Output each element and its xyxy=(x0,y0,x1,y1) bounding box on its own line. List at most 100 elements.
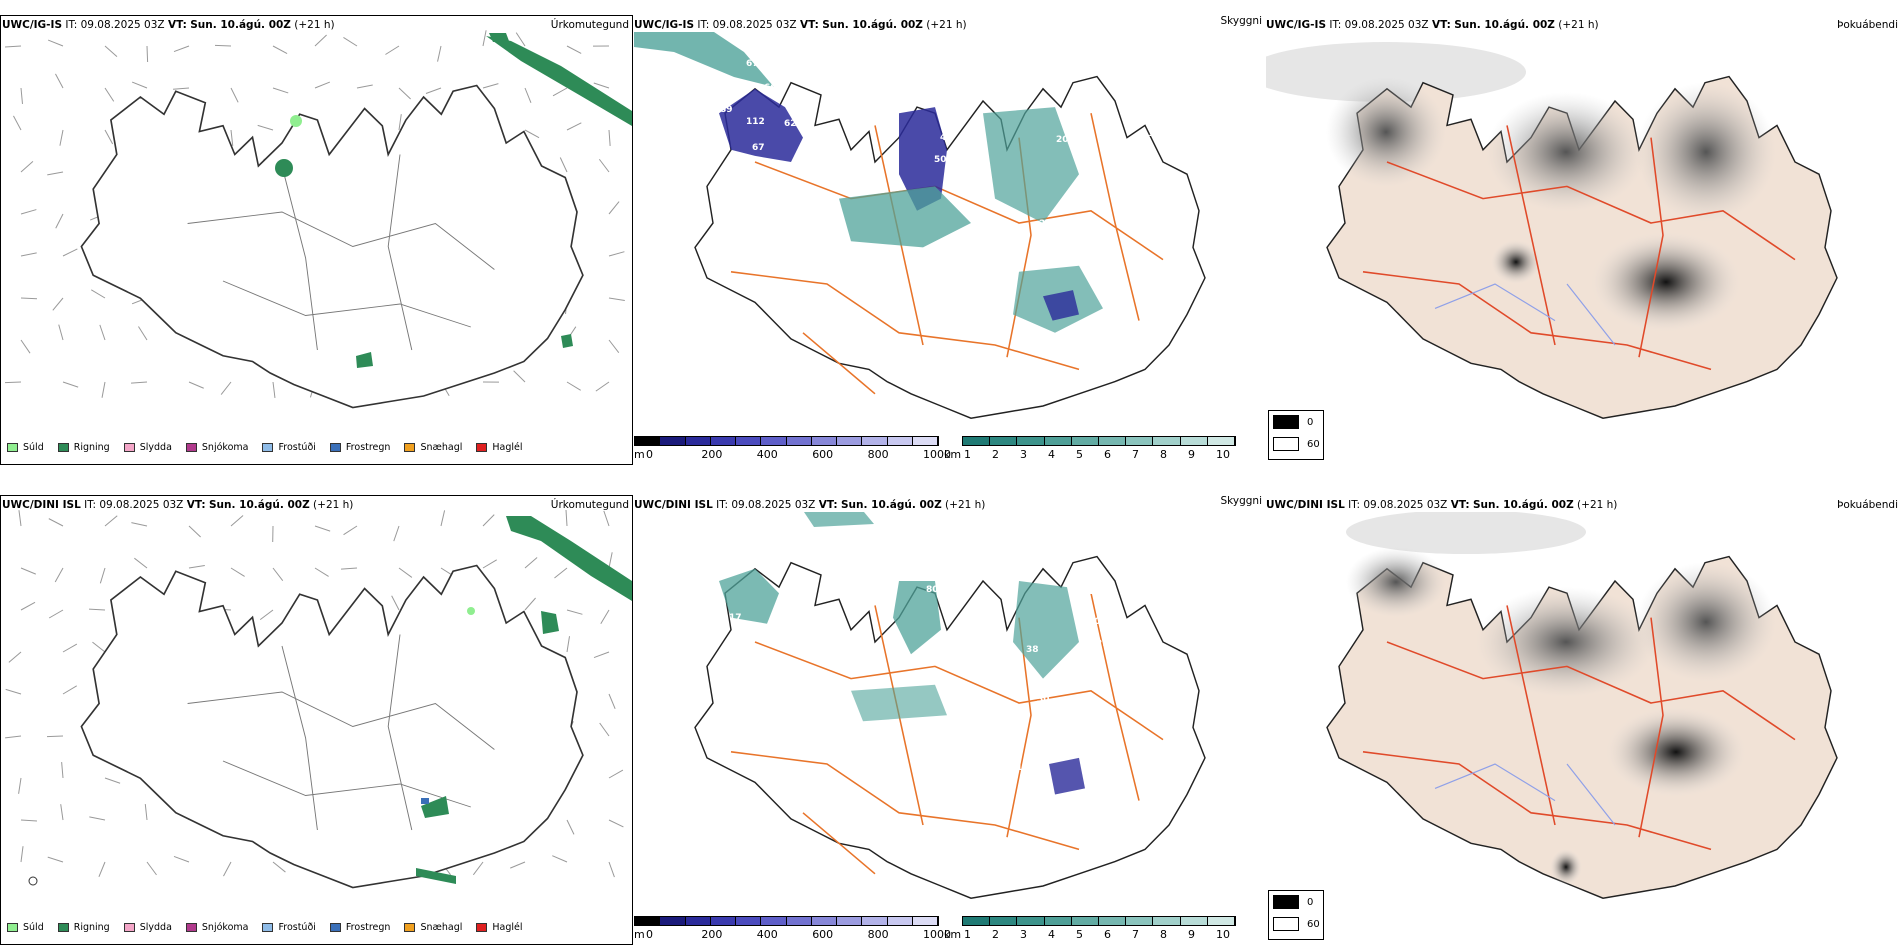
wind-barb xyxy=(552,87,568,97)
colorbar-cell xyxy=(1044,917,1072,925)
wind-barb xyxy=(104,515,118,527)
wind-barb xyxy=(257,124,274,131)
colorbar-tick: 10 xyxy=(1216,448,1230,461)
wind-barb xyxy=(230,87,239,103)
legend-swatch xyxy=(404,443,416,452)
wind-barb xyxy=(314,525,331,532)
colorbar-cell xyxy=(1153,437,1181,445)
wind-barb xyxy=(608,861,615,878)
wind-barb xyxy=(554,567,568,579)
wind-barb xyxy=(608,693,616,709)
legend-item: Snæhagl xyxy=(404,442,462,453)
wind-barb xyxy=(425,87,442,94)
legend-label: Rigning xyxy=(73,442,110,453)
wind-barb xyxy=(60,804,64,821)
wind-barb xyxy=(598,158,610,173)
colorbar-cell xyxy=(811,437,837,445)
visibility-label: 50 xyxy=(1037,695,1050,705)
visibility-label: 86 xyxy=(730,81,743,91)
fog-legend-label: 0 xyxy=(1307,416,1314,428)
wind-barb xyxy=(603,510,610,527)
title-precip-bottom: Úrkomutegund xyxy=(550,499,629,511)
precip-panel-top: Súld Rigning Slydda Snjókoma Frostúði Frostre… xyxy=(0,15,633,465)
wind-barb xyxy=(566,381,581,391)
visibility-label: 50 xyxy=(934,155,947,165)
legend-item: Frostregn xyxy=(329,442,391,453)
visibility-label: 62 xyxy=(784,119,797,129)
wind-barb xyxy=(472,861,484,876)
wind-barb xyxy=(4,381,22,384)
wind-barb xyxy=(104,87,115,102)
colorbar-cell xyxy=(862,437,888,445)
wind-barb xyxy=(608,129,611,146)
fog-legend-swatch xyxy=(1273,895,1299,909)
lead-time: (+21 h) xyxy=(926,19,967,31)
wind-barb xyxy=(608,819,624,828)
wind-barb xyxy=(608,201,620,215)
wind-barb xyxy=(230,129,234,146)
colorbar-cell xyxy=(761,437,787,445)
wind-barb xyxy=(272,861,286,873)
fog-legend-label: 60 xyxy=(1307,438,1320,450)
wind-barb xyxy=(343,37,358,47)
legend-item: Slydda xyxy=(123,922,172,933)
wind-barb xyxy=(230,515,244,527)
wind-barb xyxy=(18,510,22,527)
colorbar-cell xyxy=(1126,917,1154,925)
fog-legend-row: 60 xyxy=(1273,917,1320,931)
colorbar-ticks: 1 2 3 4 5 6 7 8 9 10 xyxy=(962,928,1236,942)
fog-legend-swatch xyxy=(1273,917,1299,931)
wind-barb xyxy=(552,855,568,863)
visibility-label: 24 xyxy=(1146,163,1159,173)
wind-barb xyxy=(104,777,121,784)
wind-barb xyxy=(55,73,64,89)
visibility-label: 17 xyxy=(729,613,742,623)
colorbar-strip xyxy=(962,436,1236,446)
wind-barb xyxy=(61,762,64,779)
wind-barb xyxy=(391,595,400,611)
colorbar-tick: 1 xyxy=(964,928,971,941)
colorbar-elevation-bottom: m 0 200 400 600 800 1000 xyxy=(634,916,951,944)
wind-barb xyxy=(272,87,289,94)
colorbar-cell xyxy=(1126,437,1154,445)
legend-label: Súld xyxy=(23,442,44,453)
colorbar-tick: 0 xyxy=(646,448,653,461)
wind-barb xyxy=(566,45,582,54)
legend-label: Snæhagl xyxy=(420,922,463,933)
valid-time-label: VT: xyxy=(167,19,187,31)
valid-time-label: VT: xyxy=(1450,499,1470,511)
legend-swatch xyxy=(329,443,341,452)
wind-barb xyxy=(593,651,610,659)
visibility-label: 49 xyxy=(940,133,953,143)
init-time: IT: 09.08.2025 03Z xyxy=(697,19,797,31)
wind-barb xyxy=(62,381,79,388)
precip-map-top xyxy=(4,30,632,409)
wind-barb xyxy=(101,381,106,398)
wind-barb xyxy=(188,525,201,538)
model-name: UWC/IG-IS xyxy=(1266,19,1327,31)
colorbar-tick: 600 xyxy=(812,448,834,461)
colorbar-cell xyxy=(887,437,913,445)
wind-barb xyxy=(593,82,610,89)
valid-time-label: VT: xyxy=(1431,19,1451,31)
valid-time: Sun. 10.ágú. 00Z xyxy=(822,19,923,31)
wind-barb xyxy=(20,339,31,354)
title-fog-top: Þokuábendi xyxy=(1837,19,1898,31)
wind-barb xyxy=(566,122,582,131)
colorbar-cell xyxy=(963,917,991,925)
wind-barb xyxy=(398,114,402,131)
legend-label: Frostúði xyxy=(278,442,316,453)
colorbar-cell xyxy=(862,917,888,925)
colorbar-tick: 4 xyxy=(1048,928,1055,941)
fog-legend-label: 0 xyxy=(1307,896,1314,908)
wind-barb xyxy=(356,84,373,89)
colorbar-strip xyxy=(962,916,1236,926)
colorbar-tick: 400 xyxy=(756,928,778,941)
visibility-label: 67 xyxy=(752,143,765,153)
wind-barb xyxy=(62,643,78,653)
legend-label: Snjókoma xyxy=(201,442,249,453)
legend-label: Frostregn xyxy=(345,442,391,453)
legend-item: Frostúði xyxy=(262,922,316,933)
wind-barb xyxy=(272,567,284,581)
colorbar-tick: 800 xyxy=(867,448,889,461)
